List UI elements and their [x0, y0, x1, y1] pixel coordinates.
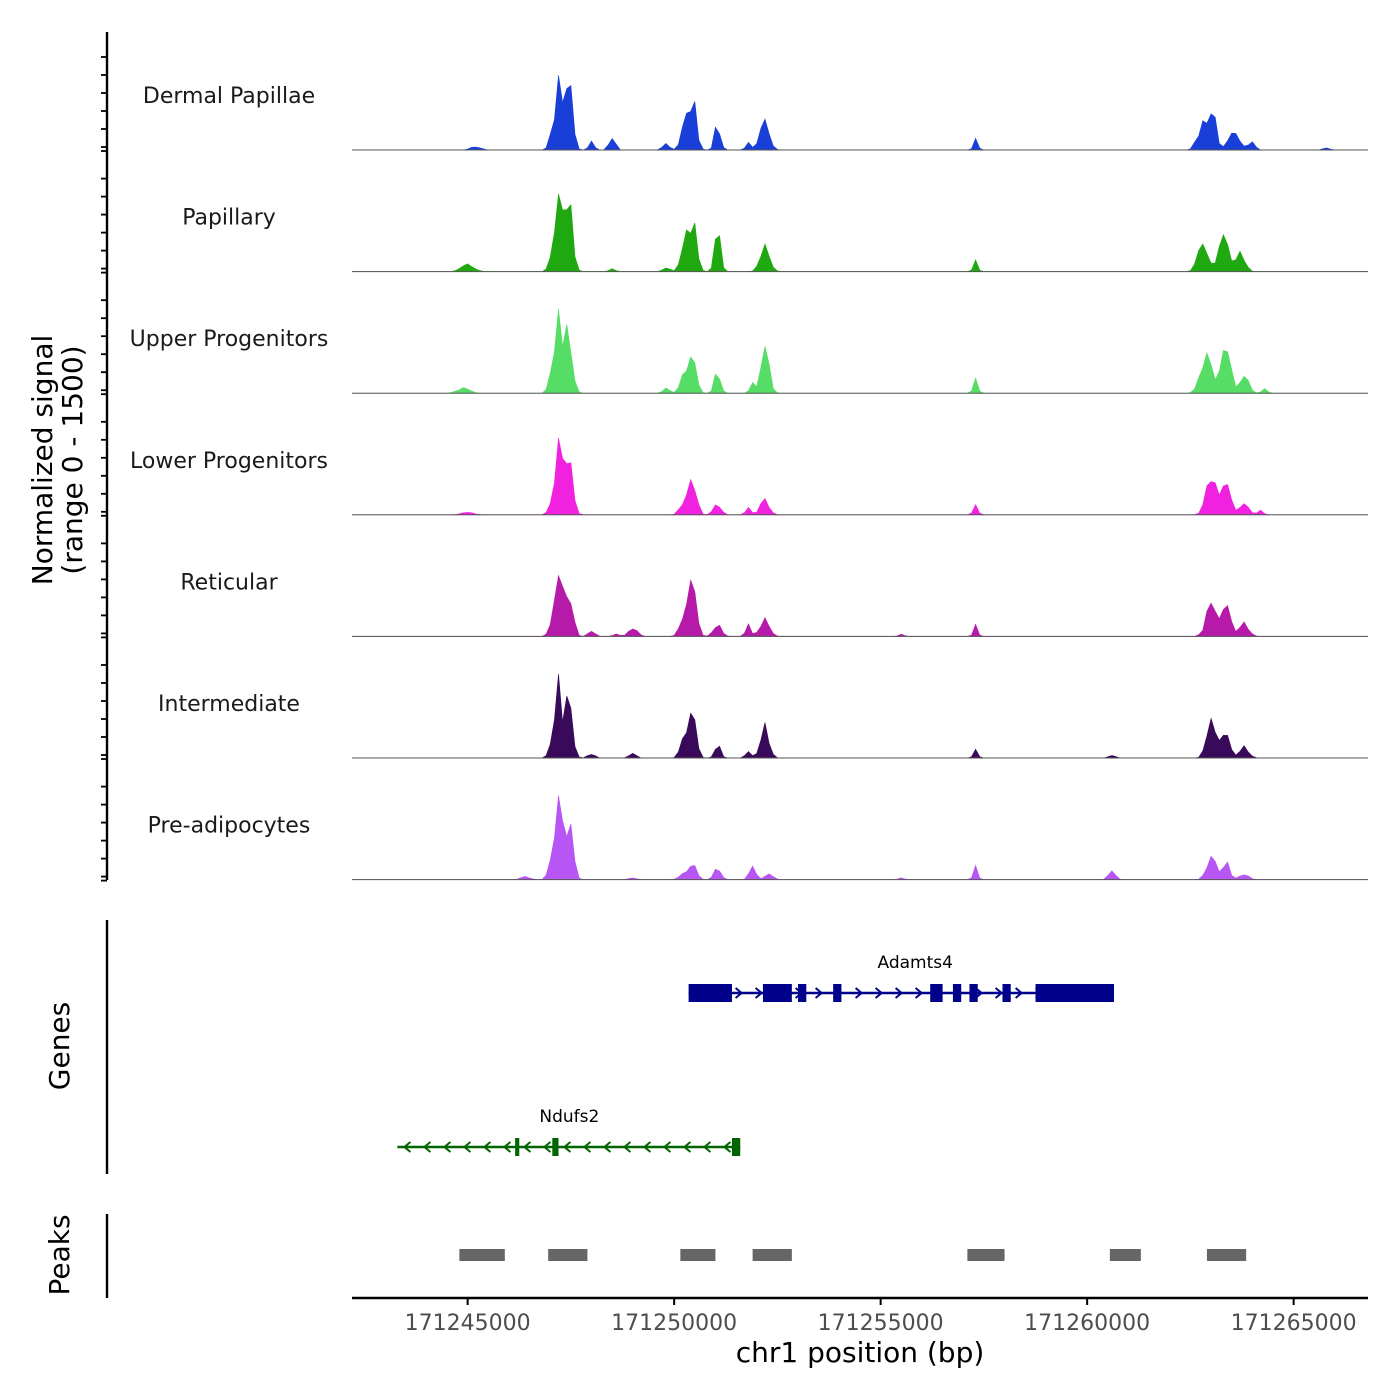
track-label: Lower Progenitors [130, 449, 328, 474]
gene-exon [552, 1138, 559, 1156]
x-axis-title: chr1 position (bp) [736, 1336, 985, 1369]
signal-area [352, 309, 1368, 394]
strand-chevron [482, 1141, 492, 1153]
gene-exon [833, 984, 842, 1002]
track-label: Papillary [182, 206, 276, 231]
coverage-tracks: Dermal Papillae Papillary Upper Progenitor… [130, 75, 1368, 881]
gene-exon [969, 984, 978, 1002]
signal-area [352, 75, 1368, 151]
peak-region [680, 1249, 716, 1261]
track-dermal-papillae: Dermal Papillae [143, 75, 1368, 151]
gene-models: Adamts4 Ndufs2 [397, 953, 1114, 1156]
strand-chevron [734, 987, 744, 999]
track-reticular: Reticular [180, 570, 1368, 637]
signal-area [352, 574, 1368, 637]
strand-chevron [442, 1141, 452, 1153]
gene-label: Adamts4 [877, 953, 952, 973]
strand-chevron [642, 1141, 652, 1153]
gene-ndufs2: Ndufs2 [397, 1107, 741, 1156]
gene-exon [688, 984, 732, 1002]
strand-chevron [874, 987, 884, 999]
strand-chevron [542, 1141, 552, 1153]
track-label: Pre-adipocytes [148, 814, 311, 839]
x-ticks: 171245000 171250000 171255000 171260000 1712… [405, 1298, 1357, 1336]
strand-chevron [894, 987, 904, 999]
strand-chevron [422, 1141, 432, 1153]
coverage-panel: Normalized signal (range 0 - 1500) Derma… [26, 32, 1368, 882]
strand-chevron [502, 1141, 512, 1153]
track-label: Upper Progenitors [130, 327, 329, 352]
gene-exon [952, 984, 962, 1002]
strand-chevron [914, 987, 924, 999]
track-label: Intermediate [158, 692, 300, 717]
peak-region [459, 1249, 505, 1261]
gene-exon [731, 1138, 741, 1156]
x-tick-label: 171260000 [1024, 1311, 1150, 1336]
gene-exon [1035, 984, 1114, 1002]
signal-area [352, 795, 1368, 880]
gene-adamts4: Adamts4 [688, 953, 1114, 1002]
track-label: Reticular [180, 570, 278, 595]
peak-regions [459, 1249, 1247, 1261]
peaks-track-title: Peaks [43, 1214, 76, 1295]
strand-chevron [994, 987, 1004, 999]
signal-area [352, 193, 1368, 272]
track-label: Dermal Papillae [143, 84, 315, 109]
x-axis: 171245000 171250000 171255000 171260000 1712… [352, 1296, 1368, 1369]
gene-exon [1002, 984, 1011, 1002]
coverage-y-ticks [101, 56, 107, 882]
peak-region [548, 1249, 588, 1261]
strand-chevron [702, 1141, 712, 1153]
x-tick-label: 171250000 [611, 1311, 737, 1336]
strand-chevron [622, 1141, 632, 1153]
peak-region [967, 1249, 1005, 1261]
gene-exon [930, 984, 943, 1002]
signal-area [352, 673, 1368, 759]
strand-chevron [582, 1141, 592, 1153]
strand-chevron [682, 1141, 692, 1153]
y-axis-title: Normalized signal [26, 335, 59, 586]
strand-chevron [522, 1141, 532, 1153]
strand-chevron [814, 987, 824, 999]
strand-chevron [562, 1141, 572, 1153]
x-tick-label: 171265000 [1231, 1311, 1357, 1336]
track-upper-progenitors: Upper Progenitors [130, 309, 1368, 394]
signal-area [352, 438, 1368, 516]
strand-chevron [722, 1141, 732, 1153]
strand-chevron [1014, 987, 1024, 999]
x-tick-label: 171245000 [405, 1311, 531, 1336]
peaks-panel: Peaks [43, 1214, 1247, 1298]
track-papillary: Papillary [182, 193, 1368, 273]
gene-exon [762, 984, 792, 1002]
x-tick-label: 171255000 [818, 1311, 944, 1336]
strand-chevron [754, 987, 764, 999]
peak-region [1109, 1249, 1141, 1261]
gene-exon [515, 1138, 520, 1156]
gene-exon [798, 984, 807, 1002]
track-lower-progenitors: Lower Progenitors [130, 438, 1368, 516]
genes-track-title: Genes [43, 1002, 76, 1090]
gene-label: Ndufs2 [539, 1107, 599, 1127]
strand-chevron [854, 987, 864, 999]
track-intermediate: Intermediate [158, 673, 1368, 759]
strand-chevron [662, 1141, 672, 1153]
y-axis-title-range: (range 0 - 1500) [56, 345, 89, 574]
peak-region [752, 1249, 792, 1261]
strand-chevron [402, 1141, 412, 1153]
peak-region [1206, 1249, 1247, 1261]
genes-panel: Genes Adamts4 Ndufs2 [43, 920, 1114, 1174]
track-pre-adipocytes: Pre-adipocytes [148, 795, 1368, 881]
strand-chevron [602, 1141, 612, 1153]
strand-chevron [462, 1141, 472, 1153]
